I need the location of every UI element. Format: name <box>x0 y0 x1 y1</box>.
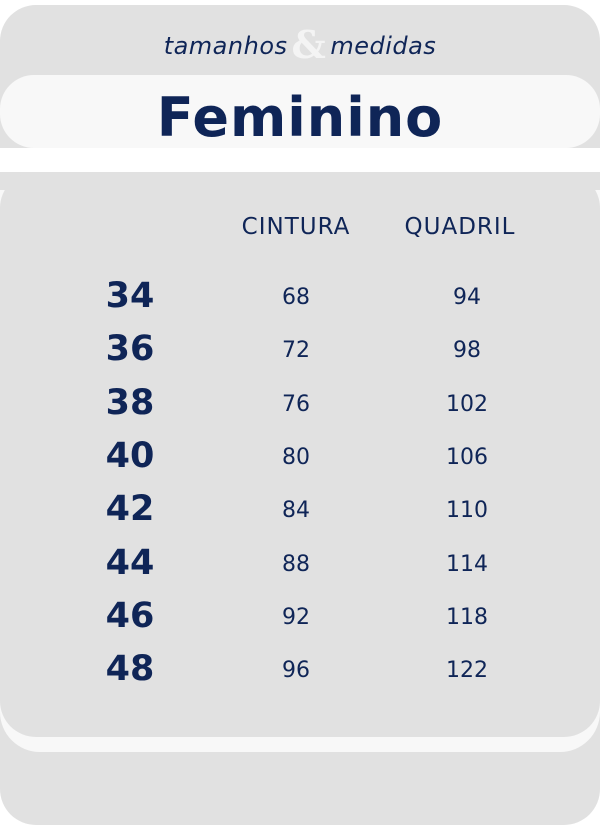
size-label: 36 <box>105 329 155 370</box>
size-label: 44 <box>105 542 155 583</box>
size-label: 42 <box>105 489 155 530</box>
subtitle-right: medidas <box>330 32 437 60</box>
cintura-value: 96 <box>282 658 310 684</box>
quadril-value: 94 <box>453 285 481 310</box>
cintura-value: 88 <box>282 551 310 577</box>
quadril-value: 110 <box>446 498 488 524</box>
quadril-value: 118 <box>446 604 488 630</box>
quadril-value: 122 <box>446 658 488 684</box>
subtitle: tamanhos & medidas <box>0 22 600 67</box>
subtitle-left: tamanhos <box>163 32 288 60</box>
cintura-value: 72 <box>282 338 310 364</box>
page-title: Feminino <box>156 86 444 149</box>
title-band <box>0 75 600 148</box>
size-label: 46 <box>105 595 155 636</box>
size-label: 48 <box>105 649 155 690</box>
size-label: 34 <box>105 276 155 316</box>
cintura-value: 76 <box>282 391 310 417</box>
divider-gap <box>0 148 600 172</box>
column-header-cintura: CINTURA <box>241 214 351 240</box>
size-label: 40 <box>105 435 155 476</box>
cintura-value: 80 <box>282 444 310 470</box>
column-header-quadril: QUADRIL <box>404 214 516 240</box>
ampersand: & <box>291 22 327 67</box>
quadril-value: 102 <box>446 391 488 417</box>
cintura-value: 68 <box>282 285 310 310</box>
cintura-value: 92 <box>282 604 310 630</box>
size-table <box>0 172 600 737</box>
quadril-value: 98 <box>453 338 481 364</box>
quadril-value: 106 <box>446 444 488 470</box>
size-label: 38 <box>105 382 155 423</box>
quadril-value: 114 <box>446 551 488 577</box>
cintura-value: 84 <box>282 498 310 524</box>
